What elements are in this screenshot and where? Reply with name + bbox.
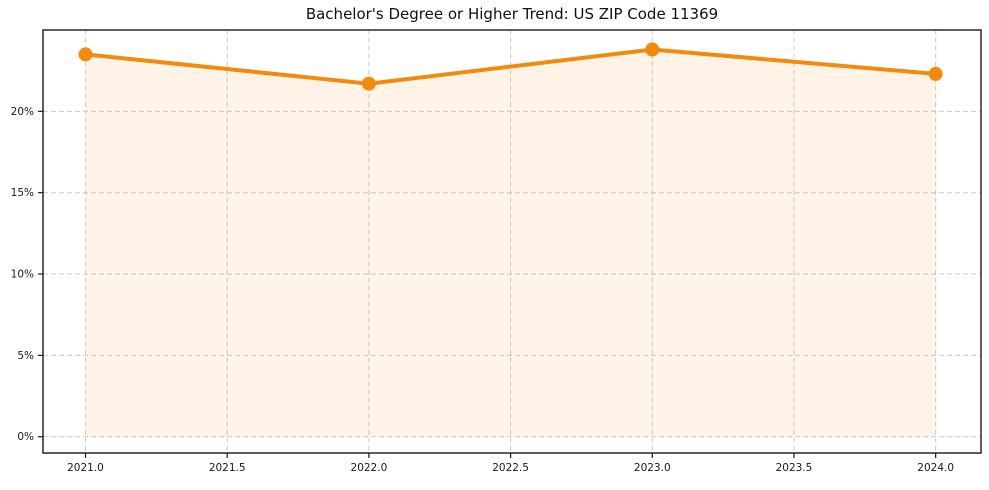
trend-line [83,47,938,86]
data-point [361,76,376,91]
x-tick-label: 2021.0 [67,462,104,474]
y-tick-label: 10% [11,269,34,281]
data-point [645,42,660,57]
x-tick-label: 2023.0 [634,462,671,474]
x-tick-label: 2024.0 [917,462,954,474]
x-tick-label: 2021.5 [209,462,246,474]
y-tick-label: 15% [11,187,34,199]
area-fill [85,49,936,437]
data-point [928,66,943,81]
y-tick-label: 20% [11,106,34,118]
data-point [78,47,93,62]
chart-title: Bachelor's Degree or Higher Trend: US ZI… [305,5,719,23]
y-tick-label: 5% [17,350,34,362]
x-tick-label: 2022.5 [492,462,529,474]
plot-border [42,29,982,454]
y-tick-label: 0% [17,431,34,443]
x-tick-label: 2023.5 [776,462,813,474]
x-tick-label: 2022.0 [351,462,388,474]
